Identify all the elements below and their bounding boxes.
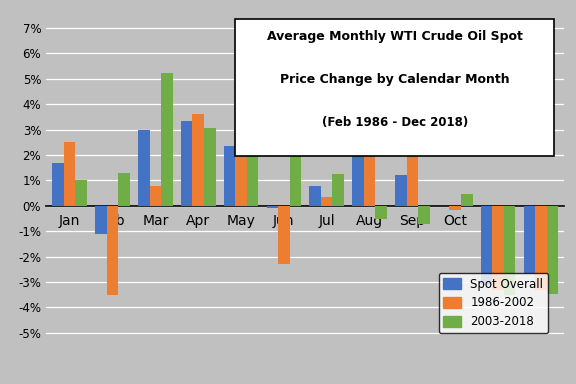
Bar	[504, 206, 516, 295]
FancyBboxPatch shape	[235, 19, 554, 156]
Bar	[321, 197, 332, 206]
Bar	[535, 206, 547, 290]
Bar	[418, 206, 430, 223]
Text: Average Monthly WTI Crude Oil Spot: Average Monthly WTI Crude Oil Spot	[267, 30, 522, 43]
Bar	[278, 206, 290, 264]
Bar	[290, 154, 301, 206]
Bar	[395, 175, 407, 206]
Bar	[161, 73, 173, 206]
Bar	[461, 194, 472, 206]
Bar	[138, 130, 150, 206]
Bar	[107, 206, 118, 295]
Bar	[332, 174, 344, 206]
Bar	[223, 146, 235, 206]
Bar	[150, 185, 161, 206]
Bar	[52, 163, 64, 206]
Bar	[118, 173, 130, 206]
Bar	[524, 206, 535, 275]
Bar	[267, 206, 278, 209]
Text: Price Change by Calendar Month: Price Change by Calendar Month	[280, 73, 510, 86]
Bar	[204, 128, 215, 206]
Bar	[75, 180, 87, 206]
Bar	[309, 185, 321, 206]
Bar	[492, 206, 504, 290]
Bar	[181, 121, 192, 206]
Bar	[407, 124, 418, 206]
Bar	[247, 152, 259, 206]
Bar	[481, 206, 492, 285]
Bar	[95, 206, 107, 234]
Bar	[64, 142, 75, 206]
Bar	[376, 206, 387, 218]
Bar	[235, 141, 247, 206]
Bar	[547, 206, 558, 293]
Legend: Spot Overall, 1986-2002, 2003-2018: Spot Overall, 1986-2002, 2003-2018	[438, 273, 548, 333]
Text: (Feb 1986 - Dec 2018): (Feb 1986 - Dec 2018)	[321, 116, 468, 129]
Bar	[449, 206, 461, 210]
Bar	[352, 146, 364, 206]
Bar	[192, 114, 204, 206]
Bar	[364, 78, 376, 206]
